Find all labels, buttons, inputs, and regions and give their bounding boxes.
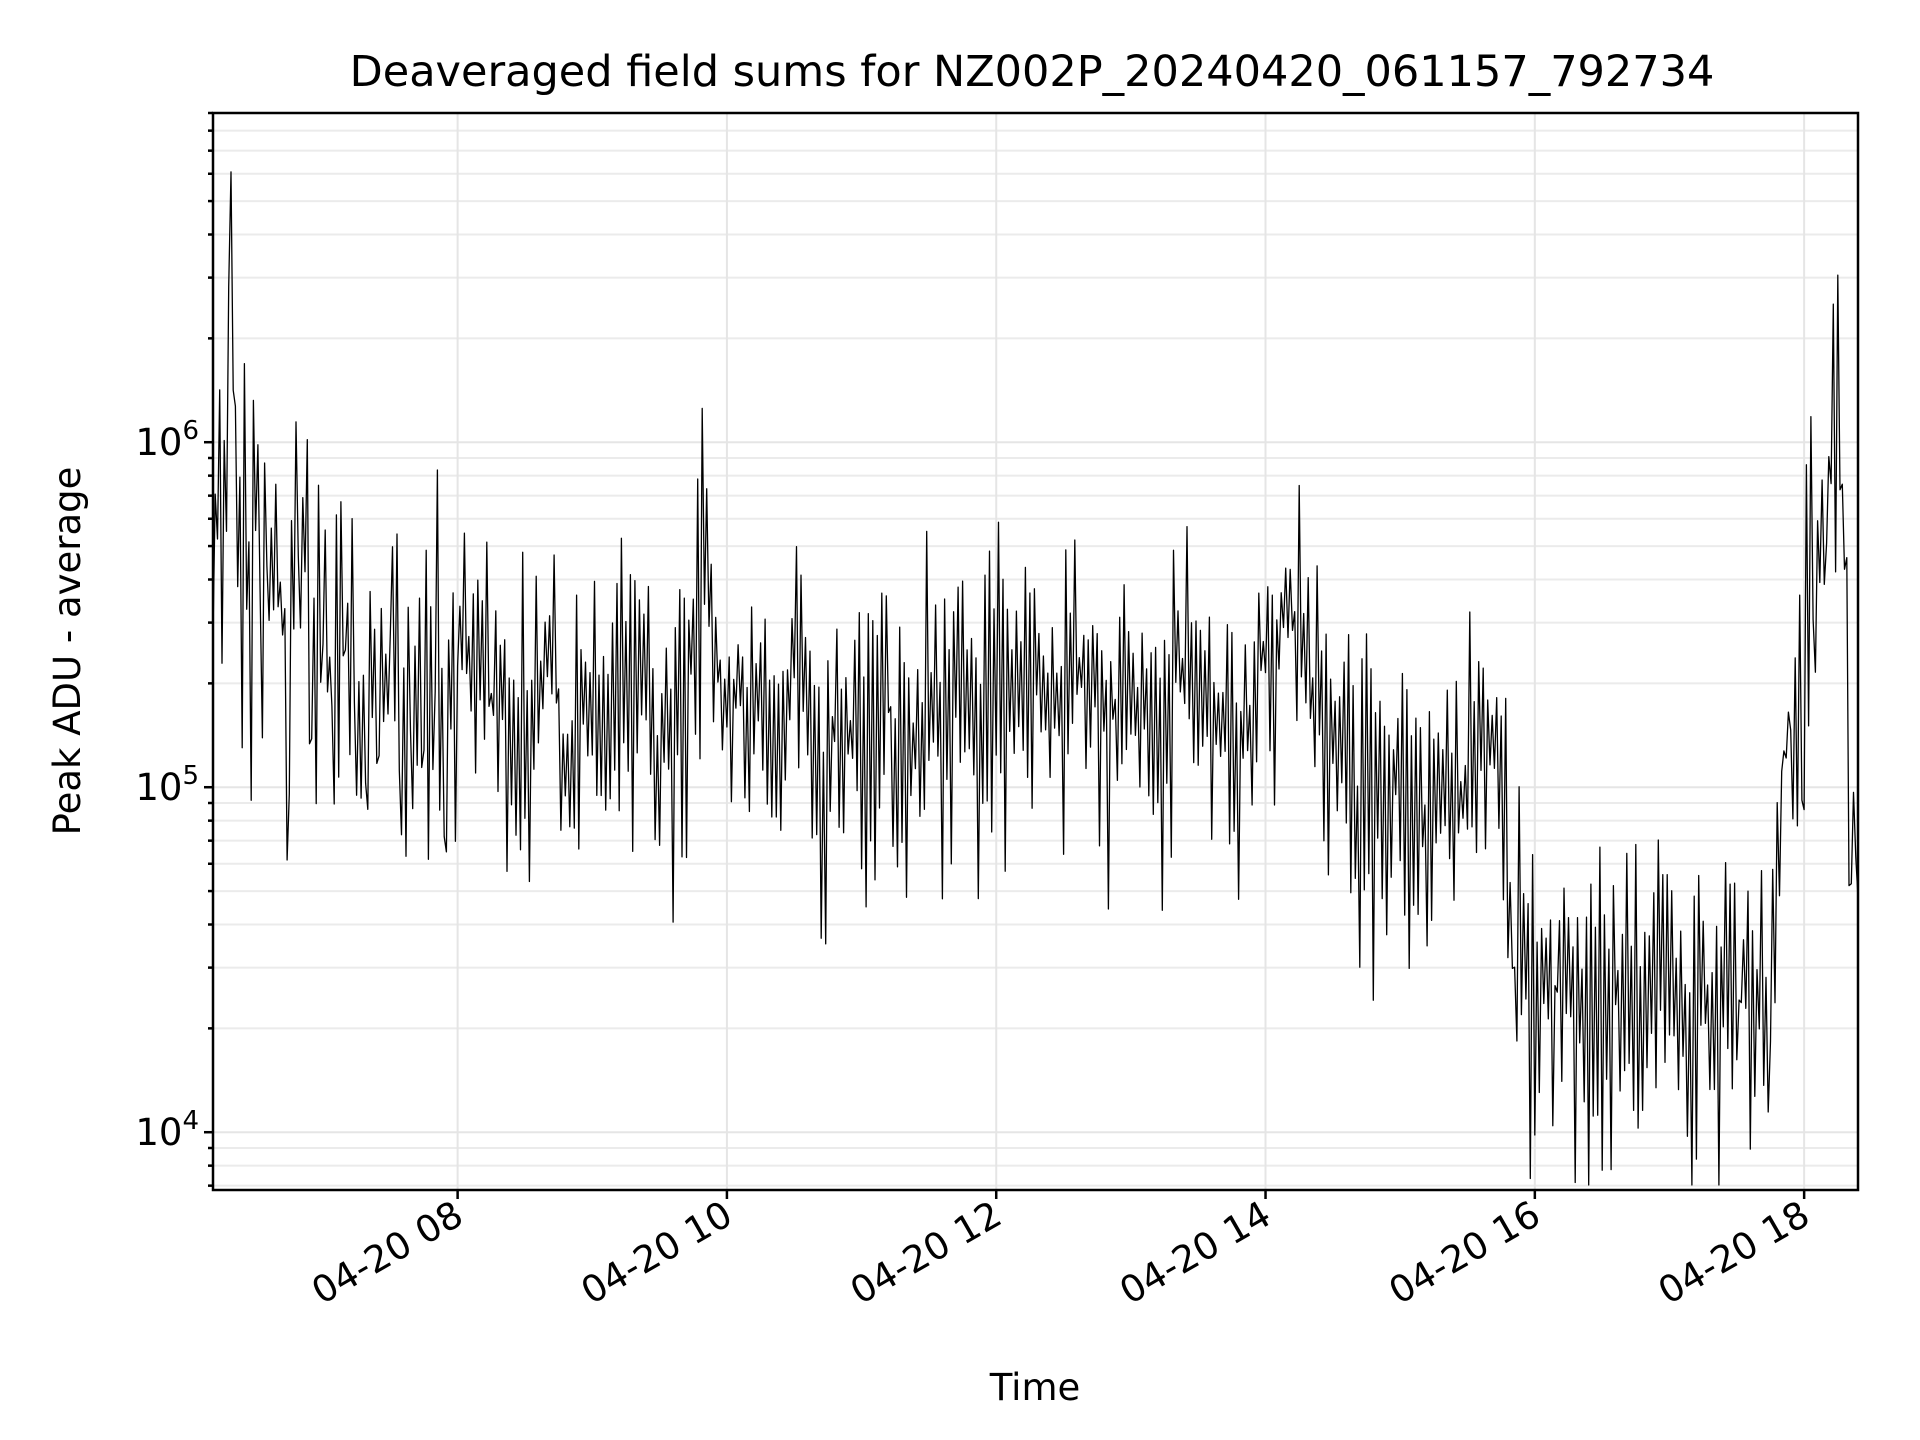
y-axis-label: Peak ADU - average xyxy=(46,467,89,836)
x-tick-label: 04-20 10 xyxy=(574,1193,740,1313)
series-line xyxy=(212,171,1859,1186)
y-tick-label: 104 xyxy=(135,1106,199,1154)
chart-title: Deaveraged field sums for NZ002P_2024042… xyxy=(350,47,1715,97)
y-tick-label: 105 xyxy=(135,761,199,809)
x-tick-label: 04-20 18 xyxy=(1651,1193,1817,1313)
x-tick-label: 04-20 08 xyxy=(305,1193,471,1313)
x-tick-label: 04-20 12 xyxy=(843,1193,1009,1313)
x-tick-label: 04-20 14 xyxy=(1112,1193,1278,1313)
x-axis-label: Time xyxy=(989,1366,1081,1409)
plot-frame xyxy=(211,111,1860,1192)
x-tick-label: 04-20 16 xyxy=(1382,1193,1548,1313)
y-tick-label: 106 xyxy=(135,416,199,464)
